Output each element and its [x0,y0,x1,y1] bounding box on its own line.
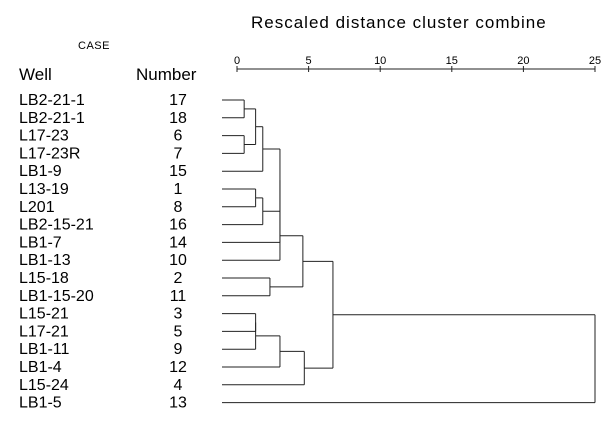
number-column-header: Number [136,65,197,84]
case-well-name: LB1-15-20 [19,288,94,305]
case-number: 4 [174,377,183,394]
case-well-name: LB1-13 [19,252,71,269]
case-well-name: LB1-9 [19,163,62,180]
case-number: 5 [174,323,183,340]
well-column-header: Well [19,65,52,84]
case-well-name: L15-24 [19,377,69,394]
case-number: 6 [174,128,183,145]
case-number: 13 [169,395,187,412]
case-well-name: L15-21 [19,306,69,323]
case-number: 17 [169,92,187,109]
case-well-name: LB2-21-1 [19,92,85,109]
case-number: 16 [169,217,187,234]
dendrogram-title: Rescaled distance cluster combine [251,13,547,32]
case-well-name: L15-18 [19,270,69,287]
axis-tick-label: 20 [517,55,529,67]
case-list: LB2-21-1 17 LB2-21-1 18 L17-23 6 L17-23R 7 LB1-9… [19,92,187,412]
case-number: 12 [169,359,187,376]
case-well-name: LB2-21-1 [19,110,85,127]
axis-tick-label: 15 [446,55,458,67]
case-well-name: L17-23 [19,128,69,145]
case-number: 1 [174,181,183,198]
case-well-name: L17-21 [19,323,69,340]
axis-tick-label: 0 [234,55,240,67]
case-number: 9 [174,341,183,358]
case-well-name: LB2-15-21 [19,217,94,234]
case-number: 3 [174,306,183,323]
case-header: CASE [78,40,110,52]
case-well-name: LB1-7 [19,234,62,251]
case-well-name: L13-19 [19,181,69,198]
case-well-name: L201 [19,199,55,216]
distance-axis: 0 5 10 15 20 25 [234,55,601,72]
case-number: 8 [174,199,183,216]
case-number: 11 [170,288,187,305]
axis-tick-label: 25 [589,55,601,67]
case-number: 15 [169,163,187,180]
case-number: 7 [174,145,183,162]
case-number: 2 [174,270,183,287]
case-number: 14 [169,234,187,251]
case-well-name: LB1-11 [19,341,70,358]
axis-tick-label: 10 [374,55,386,67]
dendrogram-tree [222,99,596,404]
case-well-name: LB1-4 [19,359,62,376]
case-number: 18 [169,110,187,127]
case-number: 10 [169,252,187,269]
case-well-name: LB1-5 [19,395,62,412]
case-well-name: L17-23R [19,145,80,162]
axis-tick-label: 5 [306,55,312,67]
